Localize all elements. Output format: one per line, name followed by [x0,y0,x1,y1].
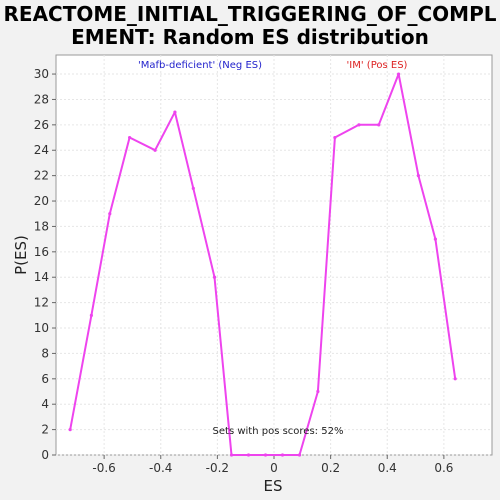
data-point [396,72,401,76]
y-tick-label: 24 [34,143,49,157]
x-tick-label: 0.2 [321,461,340,475]
x-tick-label: -0.6 [92,461,115,475]
chart-title-line-2: EMENT: Random ES distribution [71,25,429,49]
chart-title-line-1: REACTOME_INITIAL_TRIGGERING_OF_COMPL [4,2,497,26]
y-tick-label: 8 [41,346,49,360]
data-point [297,453,302,457]
data-point [453,377,457,381]
data-point [68,428,72,432]
data-point [229,453,234,457]
data-point [377,123,381,127]
pos-es-label: 'IM' (Pos ES) [347,60,408,71]
y-tick-label: 14 [34,270,49,284]
x-tick-label: -0.2 [206,461,229,475]
data-point [89,313,93,317]
data-point [263,453,268,457]
y-tick-label: 12 [34,296,49,310]
x-axis: -0.6 -0.4 -0.2 0 0.2 0.4 0.6 [92,455,453,475]
y-tick-label: 18 [34,219,49,233]
x-tick-label: 0.4 [378,461,397,475]
x-tick-label: 0.6 [434,461,453,475]
y-tick-label: 0 [41,448,49,462]
y-tick-label: 30 [34,67,49,81]
data-point [316,389,320,394]
data-point [128,135,132,140]
data-point [333,135,337,140]
data-point [173,110,177,114]
y-tick-label: 16 [34,245,49,259]
y-tick-label: 22 [34,169,49,183]
data-point [191,186,195,190]
x-axis-title: ES [264,477,283,495]
y-tick-label: 6 [41,372,49,386]
y-tick-label: 26 [34,118,49,132]
data-point [280,453,285,457]
y-axis-title: P(ES) [12,235,30,275]
data-point [433,237,437,241]
series-layer [68,72,457,457]
x-tick-label: 0 [270,461,278,475]
y-tick-label: 10 [34,321,49,335]
pos-score-note: Sets with pos scores: 52% [213,426,344,437]
data-point [416,174,420,178]
neg-es-label: 'Mafb-deficient' (Neg ES) [138,60,262,71]
y-tick-label: 28 [34,92,49,106]
x-tick-label: -0.4 [149,461,172,475]
data-point [246,453,251,457]
y-tick-label: 4 [41,397,49,411]
data-point [357,123,361,127]
y-tick-label: 20 [34,194,49,208]
data-point [212,275,217,279]
grid [56,55,492,456]
y-tick-label: 2 [41,423,49,437]
data-point [108,212,112,216]
data-point [153,148,157,152]
